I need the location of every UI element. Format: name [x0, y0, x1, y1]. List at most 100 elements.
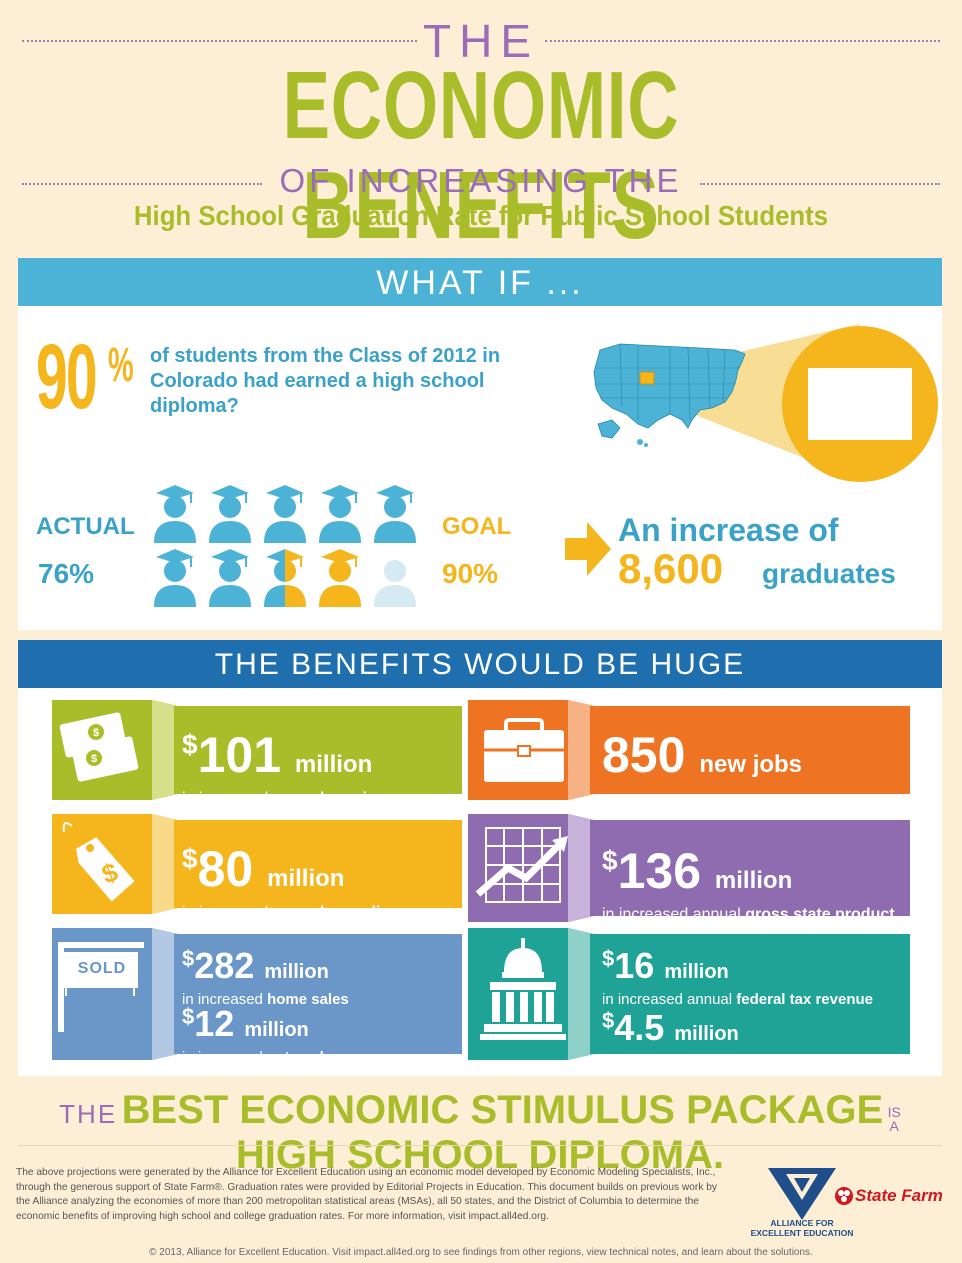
benefit-desc-bold: annual spending	[272, 904, 400, 921]
benefit-desc-bold: auto sales	[267, 1049, 341, 1066]
benefit-unit: million	[264, 961, 329, 983]
benefit-number: 101	[197, 727, 282, 783]
benefit-tile-body	[590, 706, 910, 794]
svg-text:$: $	[93, 727, 99, 739]
goal-label: GOAL	[442, 513, 512, 540]
dollar-sign: $	[182, 843, 198, 874]
benefit-desc: in increased	[182, 1049, 268, 1066]
benefit-value-auto: $12 million in increased auto sales	[182, 998, 340, 1066]
goal-number: 90	[442, 558, 474, 589]
benefit-tile-body	[174, 706, 462, 794]
goal-value: 90%	[442, 540, 498, 594]
graduate-icon	[374, 560, 416, 607]
graduate-icon	[209, 485, 251, 543]
growth-chart-icon	[468, 814, 594, 922]
benefit-desc-bold: state/local tax revenues	[736, 1053, 906, 1070]
benefit-tile-body	[590, 934, 910, 1054]
dollar-sign: $	[602, 845, 618, 876]
benefit-tile-gsp: $136 million in increased annual gross s…	[468, 814, 910, 924]
goal-pct: %	[473, 558, 499, 589]
benefit-unit: million	[244, 1019, 309, 1041]
benefit-desc-bold: annual earnings	[272, 790, 396, 807]
benefit-unit: million	[714, 867, 793, 894]
footer-divider	[18, 1145, 942, 1146]
graduate-icon	[154, 485, 196, 543]
price-tag-icon: $	[52, 814, 178, 914]
benefit-number: 80	[197, 841, 254, 897]
header-dotted-rule	[700, 183, 940, 185]
actual-pct: %	[69, 558, 95, 589]
graduate-icon	[264, 485, 306, 543]
increase-unit: graduates	[762, 558, 896, 589]
tagline: THE BEST ECONOMIC STIMULUS PACKAGE IS A H…	[18, 1088, 942, 1178]
graduate-icon	[319, 485, 361, 543]
benefit-value: $80 million in increased annual spending	[182, 834, 400, 922]
sold-sign-icon	[52, 928, 178, 1060]
header-the: THE	[423, 15, 539, 67]
graduate-icon	[319, 549, 361, 607]
capitol-icon	[468, 928, 594, 1060]
benefit-desc-bold: federal tax revenue	[736, 991, 874, 1008]
dollar-sign: $	[602, 946, 615, 971]
alliance-logo-icon	[768, 1168, 836, 1220]
benefit-tile-home-auto: SOLD $282 million in increased home sale…	[52, 928, 462, 1066]
benefit-unit: million	[674, 1023, 739, 1045]
benefit-unit: million	[294, 751, 373, 778]
benefit-value: $136 million in increased annual gross s…	[602, 836, 895, 924]
benefit-tile-body	[174, 934, 462, 1054]
benefit-number: 16	[614, 945, 655, 986]
footer-copyright: © 2013, Alliance for Excellent Education…	[149, 1247, 813, 1258]
benefit-desc: in increased annual	[602, 906, 746, 923]
benefit-desc: in increased annual	[602, 991, 737, 1008]
page-title: ECONOMIC BENEFITS	[282, 52, 680, 259]
benefit-tile-body	[590, 820, 910, 916]
benefit-unit: new jobs	[699, 751, 803, 778]
benefit-number: 4.5	[614, 1007, 665, 1048]
what-if-question: of students from the Class of 2012 in Co…	[150, 345, 501, 417]
tagline-is: IS	[887, 1103, 901, 1120]
graduate-icon	[209, 549, 251, 607]
svg-text:$: $	[91, 753, 97, 765]
header-dotted-rule	[22, 40, 417, 42]
tagline-is-a: IS A	[888, 1105, 901, 1133]
what-if-banner: WHAT IF ...	[18, 258, 942, 306]
graduate-icon	[154, 549, 196, 607]
graduate-icons	[154, 485, 416, 607]
benefit-desc-bold: home sales	[267, 991, 349, 1008]
increase-label: An increase of	[618, 512, 839, 548]
benefit-tile-body	[174, 820, 462, 908]
state-farm-name: State Farm	[855, 1186, 943, 1205]
benefit-tile-earnings: $ $ $101 million in increased annual ear…	[52, 700, 462, 807]
dollar-sign: $	[182, 946, 195, 971]
benefit-tile-spending: $ $80 million in increased annual spendi…	[52, 814, 462, 921]
benefit-value: 850 new jobs	[602, 730, 802, 790]
header-dotted-rule	[22, 183, 262, 185]
graduate-icon	[374, 485, 416, 543]
benefit-number: 850	[602, 727, 686, 783]
page-subtitle: High School Graduation Rate for Public S…	[133, 200, 829, 231]
benefit-unit: million	[664, 961, 729, 983]
dollar-sign: $	[182, 1004, 195, 1029]
us-map-icon	[593, 324, 938, 482]
benefit-unit: million	[267, 865, 345, 892]
actual-label: ACTUAL	[36, 513, 135, 540]
actual-value: 76%	[38, 540, 94, 594]
benefit-value: $101 million in increased annual earning…	[182, 720, 395, 808]
actual-number: 76	[38, 558, 70, 589]
benefit-value-federal: $16 million in increased annual federal …	[602, 940, 873, 1008]
big-percent-sign: %	[108, 339, 134, 392]
big-percent-number: 90	[36, 326, 98, 428]
benefit-desc: in increased annual	[602, 1053, 737, 1070]
tagline-a: A	[889, 1117, 899, 1134]
benefit-desc: in increased	[182, 904, 273, 921]
dollar-sign: $	[182, 729, 198, 760]
briefcase-icon	[468, 700, 594, 800]
benefit-desc: in increased	[182, 790, 273, 807]
benefit-desc: in increased	[182, 991, 268, 1008]
benefit-value-state: $4.5 million in increased annual state/l…	[602, 1002, 906, 1070]
tagline-part2: HIGH SCHOOL DIPLOMA.	[235, 1133, 725, 1177]
increase-number: 8,600	[618, 545, 724, 592]
tagline-part1: BEST ECONOMIC STIMULUS PACKAGE	[121, 1088, 884, 1132]
tagline-the: THE	[59, 1099, 118, 1129]
benefit-number: 282	[194, 945, 255, 986]
